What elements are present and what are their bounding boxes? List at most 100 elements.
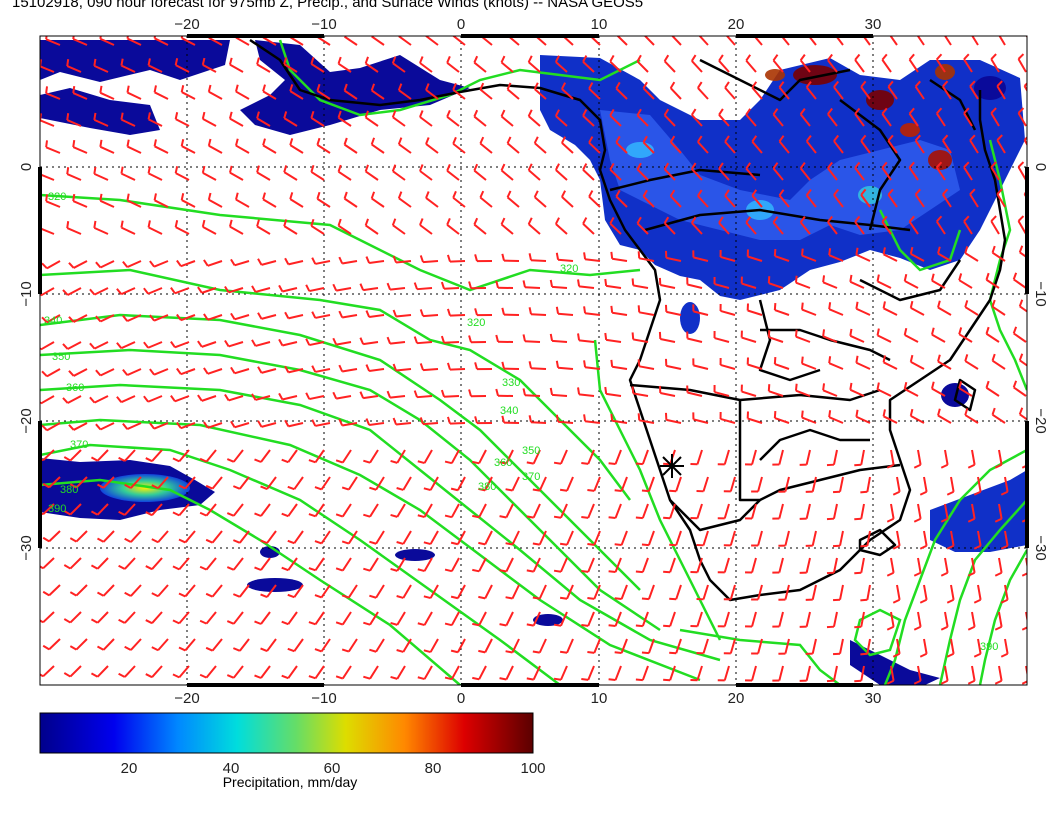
lon-tick-label: 10 <box>591 690 608 707</box>
wind-barb-staff <box>316 198 331 208</box>
wind-barb-staff <box>153 368 169 376</box>
wind-barb-staff <box>532 449 541 465</box>
wind-barb-feather <box>479 82 485 90</box>
wind-barb-staff <box>991 359 1006 370</box>
wind-barb-staff <box>341 611 352 626</box>
wind-barb-staff <box>239 530 250 544</box>
wind-barb-staff <box>942 193 952 208</box>
wind-barb-feather <box>446 416 451 424</box>
wind-barb-feather <box>126 139 130 147</box>
contour-label: 340 <box>44 315 62 327</box>
wind-barb-feather <box>794 275 798 283</box>
wind-barb-feather <box>232 593 241 598</box>
wind-barb-feather <box>582 163 588 171</box>
wind-barb-staff <box>320 584 331 598</box>
wind-barb-staff <box>530 313 547 316</box>
wind-barb-staff <box>228 341 244 348</box>
wind-barb-staff <box>180 260 196 268</box>
wind-barb-staff <box>849 280 865 289</box>
wind-barb-feather <box>440 389 445 398</box>
wind-barb-feather <box>930 381 935 389</box>
wind-barb-feather <box>635 462 643 466</box>
wind-barb-feather <box>116 288 123 295</box>
wind-barb-feather <box>1025 27 1030 32</box>
wind-barb-staff <box>239 476 250 490</box>
wind-barb-feather <box>479 190 485 198</box>
wind-barb-feather <box>588 82 594 90</box>
wind-barb-feather <box>205 592 213 598</box>
wind-barb-feather <box>994 679 1003 685</box>
wind-barb-feather <box>635 570 643 574</box>
wind-barb-staff <box>1032 585 1035 600</box>
wind-barb-staff <box>96 503 109 516</box>
wind-barb-staff <box>315 422 331 427</box>
wind-barb-staff <box>977 530 982 546</box>
wind-barb-feather <box>126 36 129 39</box>
wind-barb-staff <box>343 36 358 46</box>
wind-barb-staff <box>566 530 574 546</box>
wind-barb-feather <box>559 596 568 600</box>
wind-barb-staff <box>751 86 763 100</box>
wind-barb-feather <box>833 188 840 196</box>
wind-barb-staff <box>778 503 784 519</box>
wind-barb-staff <box>202 63 217 73</box>
wind-barb-staff <box>555 61 568 73</box>
wind-barb-staff <box>419 116 433 127</box>
wind-barb-feather <box>773 248 777 257</box>
wind-barb-feather <box>942 134 949 142</box>
wind-barb-feather <box>257 420 263 428</box>
wind-barb-feather <box>637 359 641 367</box>
wind-barb-feather <box>472 622 480 627</box>
wind-barb-staff <box>363 341 379 346</box>
wind-barb-staff <box>369 557 379 572</box>
wind-barb-staff <box>207 260 223 267</box>
wind-barb-staff <box>822 335 838 343</box>
wind-barb-feather <box>305 284 311 292</box>
wind-barb-feather <box>940 625 949 631</box>
wind-barb-staff <box>178 611 190 625</box>
wind-barb-feather <box>363 513 371 518</box>
wind-barb-feather <box>805 189 812 196</box>
wind-barb-staff <box>593 584 601 600</box>
wind-barb-staff <box>234 260 250 267</box>
wind-barb-staff <box>720 417 736 424</box>
wind-barb-feather <box>260 647 268 652</box>
wind-barb-feather <box>886 625 895 631</box>
coastline <box>249 38 1007 602</box>
wind-barb-feather <box>363 675 371 680</box>
wind-barb-staff <box>287 611 298 625</box>
wind-barb-feather <box>419 56 424 64</box>
wind-barb-staff <box>48 638 61 651</box>
wind-barb-staff <box>671 36 682 46</box>
wind-barb-staff <box>396 557 406 572</box>
wind-barb-feather <box>423 649 431 654</box>
wind-barb-feather <box>118 510 126 516</box>
wind-barb-staff <box>609 222 622 235</box>
wind-barb-staff <box>990 112 1000 127</box>
wind-barb-staff <box>1017 112 1027 127</box>
wind-barb-feather <box>254 566 262 571</box>
wind-barb-feather <box>587 543 595 546</box>
wind-barb-staff <box>1004 476 1009 492</box>
wind-barb-feather <box>226 620 235 625</box>
wind-barb-feather <box>973 598 982 604</box>
wind-barb-staff <box>587 449 595 465</box>
wind-barb-staff <box>612 419 628 424</box>
wind-barb-feather <box>254 674 262 679</box>
wind-barb-feather <box>444 514 453 519</box>
wind-barb-feather <box>96 483 105 489</box>
wind-barb-staff <box>805 86 817 100</box>
wind-barb-staff <box>751 665 757 681</box>
wind-barb-feather <box>126 193 130 201</box>
wind-barb-staff <box>720 309 736 316</box>
wind-barb-staff <box>126 314 142 322</box>
wind-barb-staff <box>154 91 169 100</box>
wind-barb-feather <box>201 57 206 66</box>
wind-barb-staff <box>369 368 385 373</box>
wind-barb-staff <box>528 169 541 181</box>
wind-barb-feather <box>343 137 348 145</box>
wind-barb-feather <box>390 459 398 464</box>
wind-barb-feather <box>284 419 290 427</box>
lon-tick-label: 30 <box>865 690 882 707</box>
wind-barb-staff <box>639 365 655 370</box>
